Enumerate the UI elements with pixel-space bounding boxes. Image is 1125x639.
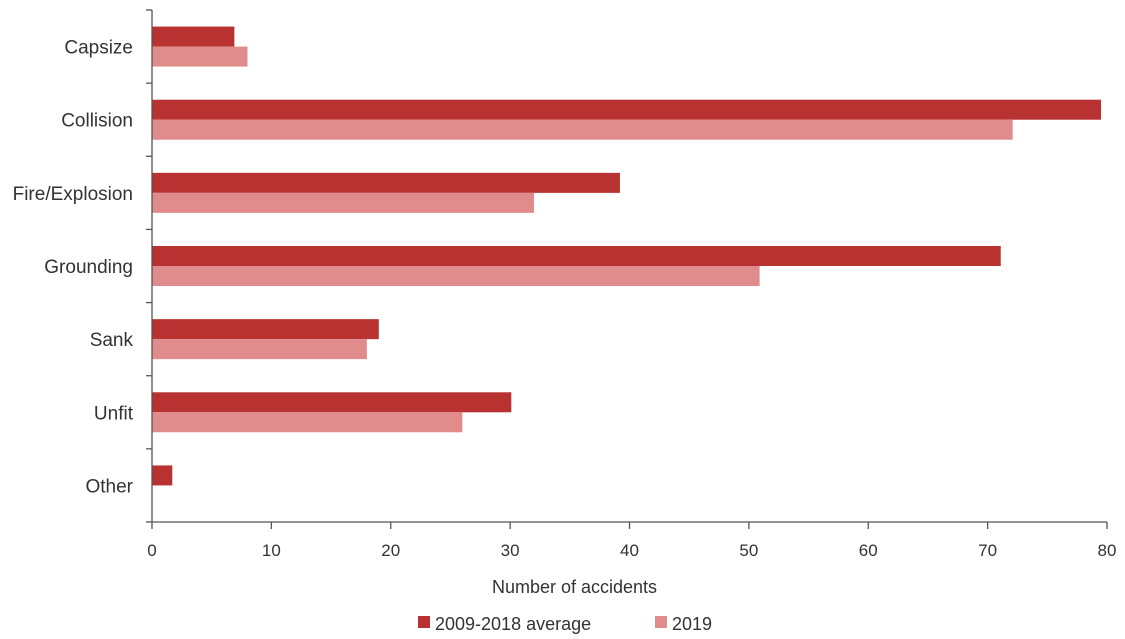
bar-capsize-2009-2018-average [152, 26, 235, 47]
bar-sank-2019 [152, 339, 367, 360]
y-axis-ticks [146, 9, 152, 523]
bar-unfit-2009-2018-average [152, 392, 512, 413]
category-label-fire-explosion: Fire/Explosion [13, 184, 133, 205]
bar-fire-explosion-2009-2018-average [152, 172, 620, 193]
legend-swatch-2009-2018-average [418, 616, 430, 628]
legend-swatch-2019 [655, 616, 667, 628]
category-label-capsize: Capsize [64, 38, 133, 59]
x-axis-ticks: 0 10 20 30 40 50 60 70 80 [147, 522, 1116, 560]
x-tick-label: 40 [620, 541, 639, 560]
bar-other-2009-2018-average [152, 465, 173, 486]
legend: 2009-2018 average 2019 [418, 614, 712, 634]
category-label-unfit: Unfit [94, 403, 134, 424]
x-tick-label: 0 [147, 541, 156, 560]
bar-fire-explosion-2019 [152, 192, 534, 213]
legend-label-2019: 2019 [672, 614, 712, 634]
category-label-sank: Sank [90, 330, 134, 351]
category-label-grounding: Grounding [44, 257, 133, 278]
category-labels: Capsize Collision Fire/Explosion Grounding S… [13, 38, 134, 498]
x-tick-label: 50 [739, 541, 758, 560]
bar-capsize-2019 [152, 46, 248, 67]
legend-label-2009-2018-average: 2009-2018 average [435, 614, 591, 634]
x-tick-label: 10 [262, 541, 281, 560]
x-axis-title: Number of accidents [492, 577, 657, 597]
bar-grounding-2009-2018-average [152, 246, 1001, 266]
bar-collision-2009-2018-average [152, 99, 1102, 120]
bar-grounding-2019 [152, 266, 760, 286]
category-label-collision: Collision [61, 111, 133, 132]
x-tick-label: 30 [501, 541, 520, 560]
bar-collision-2019 [152, 119, 1013, 140]
category-label-other: Other [85, 476, 133, 497]
bar-sank-2009-2018-average [152, 319, 379, 340]
bars-layer [152, 26, 1102, 486]
x-tick-label: 70 [978, 541, 997, 560]
x-tick-label: 60 [859, 541, 878, 560]
x-tick-label: 80 [1098, 541, 1117, 560]
bar-unfit-2019 [152, 412, 463, 433]
x-tick-label: 20 [381, 541, 400, 560]
